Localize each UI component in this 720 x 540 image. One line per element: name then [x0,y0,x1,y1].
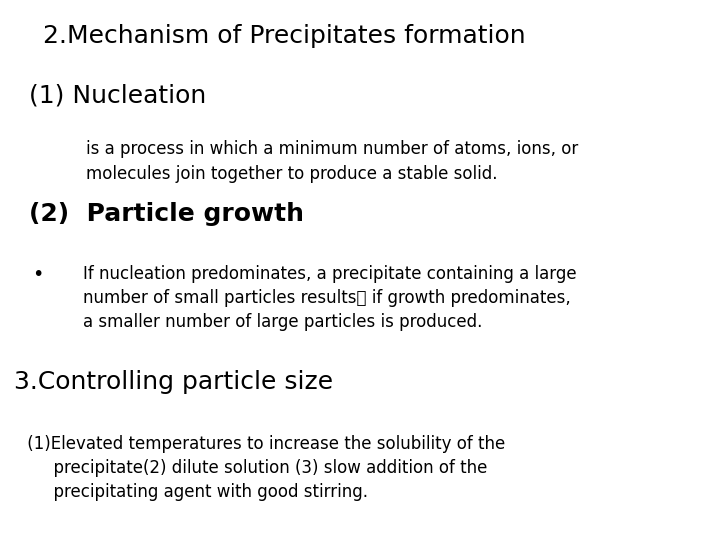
Text: 3.Controlling particle size: 3.Controlling particle size [14,370,333,394]
Text: 2.Mechanism of Precipitates formation: 2.Mechanism of Precipitates formation [43,24,526,48]
Text: (2)  Particle growth: (2) Particle growth [29,202,304,226]
Text: If nucleation predominates, a precipitate containing a large
number of small par: If nucleation predominates, a precipitat… [83,265,577,331]
Text: (1) Nucleation: (1) Nucleation [29,84,206,107]
Text: is a process in which a minimum number of atoms, ions, or
molecules join togethe: is a process in which a minimum number o… [86,140,579,183]
Text: •: • [32,265,44,284]
Text: (1)Elevated temperatures to increase the solubility of the
      precipitate(2) : (1)Elevated temperatures to increase the… [22,435,505,501]
